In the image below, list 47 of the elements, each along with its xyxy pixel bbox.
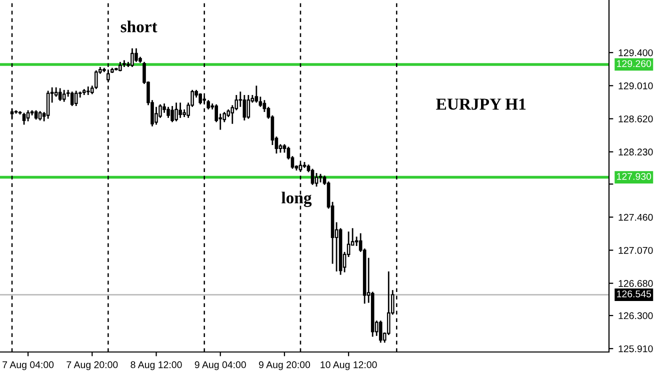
y-tick-label: 128.620 [618,115,653,122]
candlestick [58,88,62,102]
ref-line-label: 129.260 [617,60,652,68]
y-tick-label: 129.400 [618,49,653,56]
y-tick-label: 127.460 [618,214,653,221]
candlestick [34,110,38,120]
y-tick-label: 127.070 [618,246,653,254]
candlestick [70,90,74,107]
x-tick-label: 7 Aug 04:00 [2,361,54,370]
x-tick-label: 8 Aug 12:00 [130,361,182,370]
y-tick-label: 126.300 [618,312,653,320]
candlestick [26,110,30,122]
annotation: long [282,192,312,207]
candlestick [154,106,158,126]
candlestick [134,48,138,63]
candlestick [62,89,66,102]
candlestick [166,106,170,119]
x-tick-label: 7 Aug 20:00 [66,361,118,370]
x-tick-label: 9 Aug 04:00 [194,361,246,370]
candlestick [130,48,134,68]
y-tick-label: 125.910 [618,345,653,352]
candlestick [246,94,250,120]
candlestick [46,90,50,120]
candlestick [22,112,26,126]
candlestick [74,90,78,107]
ref-line-label: 126.545 [617,290,652,298]
candlestick [254,84,258,104]
candlestick [378,320,382,344]
candlestick [310,168,314,186]
ref-line-label: 127.930 [617,173,652,180]
x-tick-label: 9 Aug 20:00 [258,361,310,370]
candlestick [162,102,166,114]
candlestick [106,68,110,83]
y-tick-label: 129.010 [618,82,653,90]
candlestick [170,105,174,123]
candlestick [94,70,98,90]
x-tick-label: 10 Aug 12:00 [320,361,377,370]
annotation: EURJPY H1 [436,98,526,110]
candlestick [314,172,318,188]
candlestick [178,102,182,119]
candlestick [258,96,262,108]
y-tick-label: 128.230 [618,148,653,156]
candlestick [38,110,42,122]
candlestick [242,94,246,122]
y-tick-label: 126.680 [618,280,653,287]
annotation: short [120,20,158,32]
candlestick [174,102,178,122]
